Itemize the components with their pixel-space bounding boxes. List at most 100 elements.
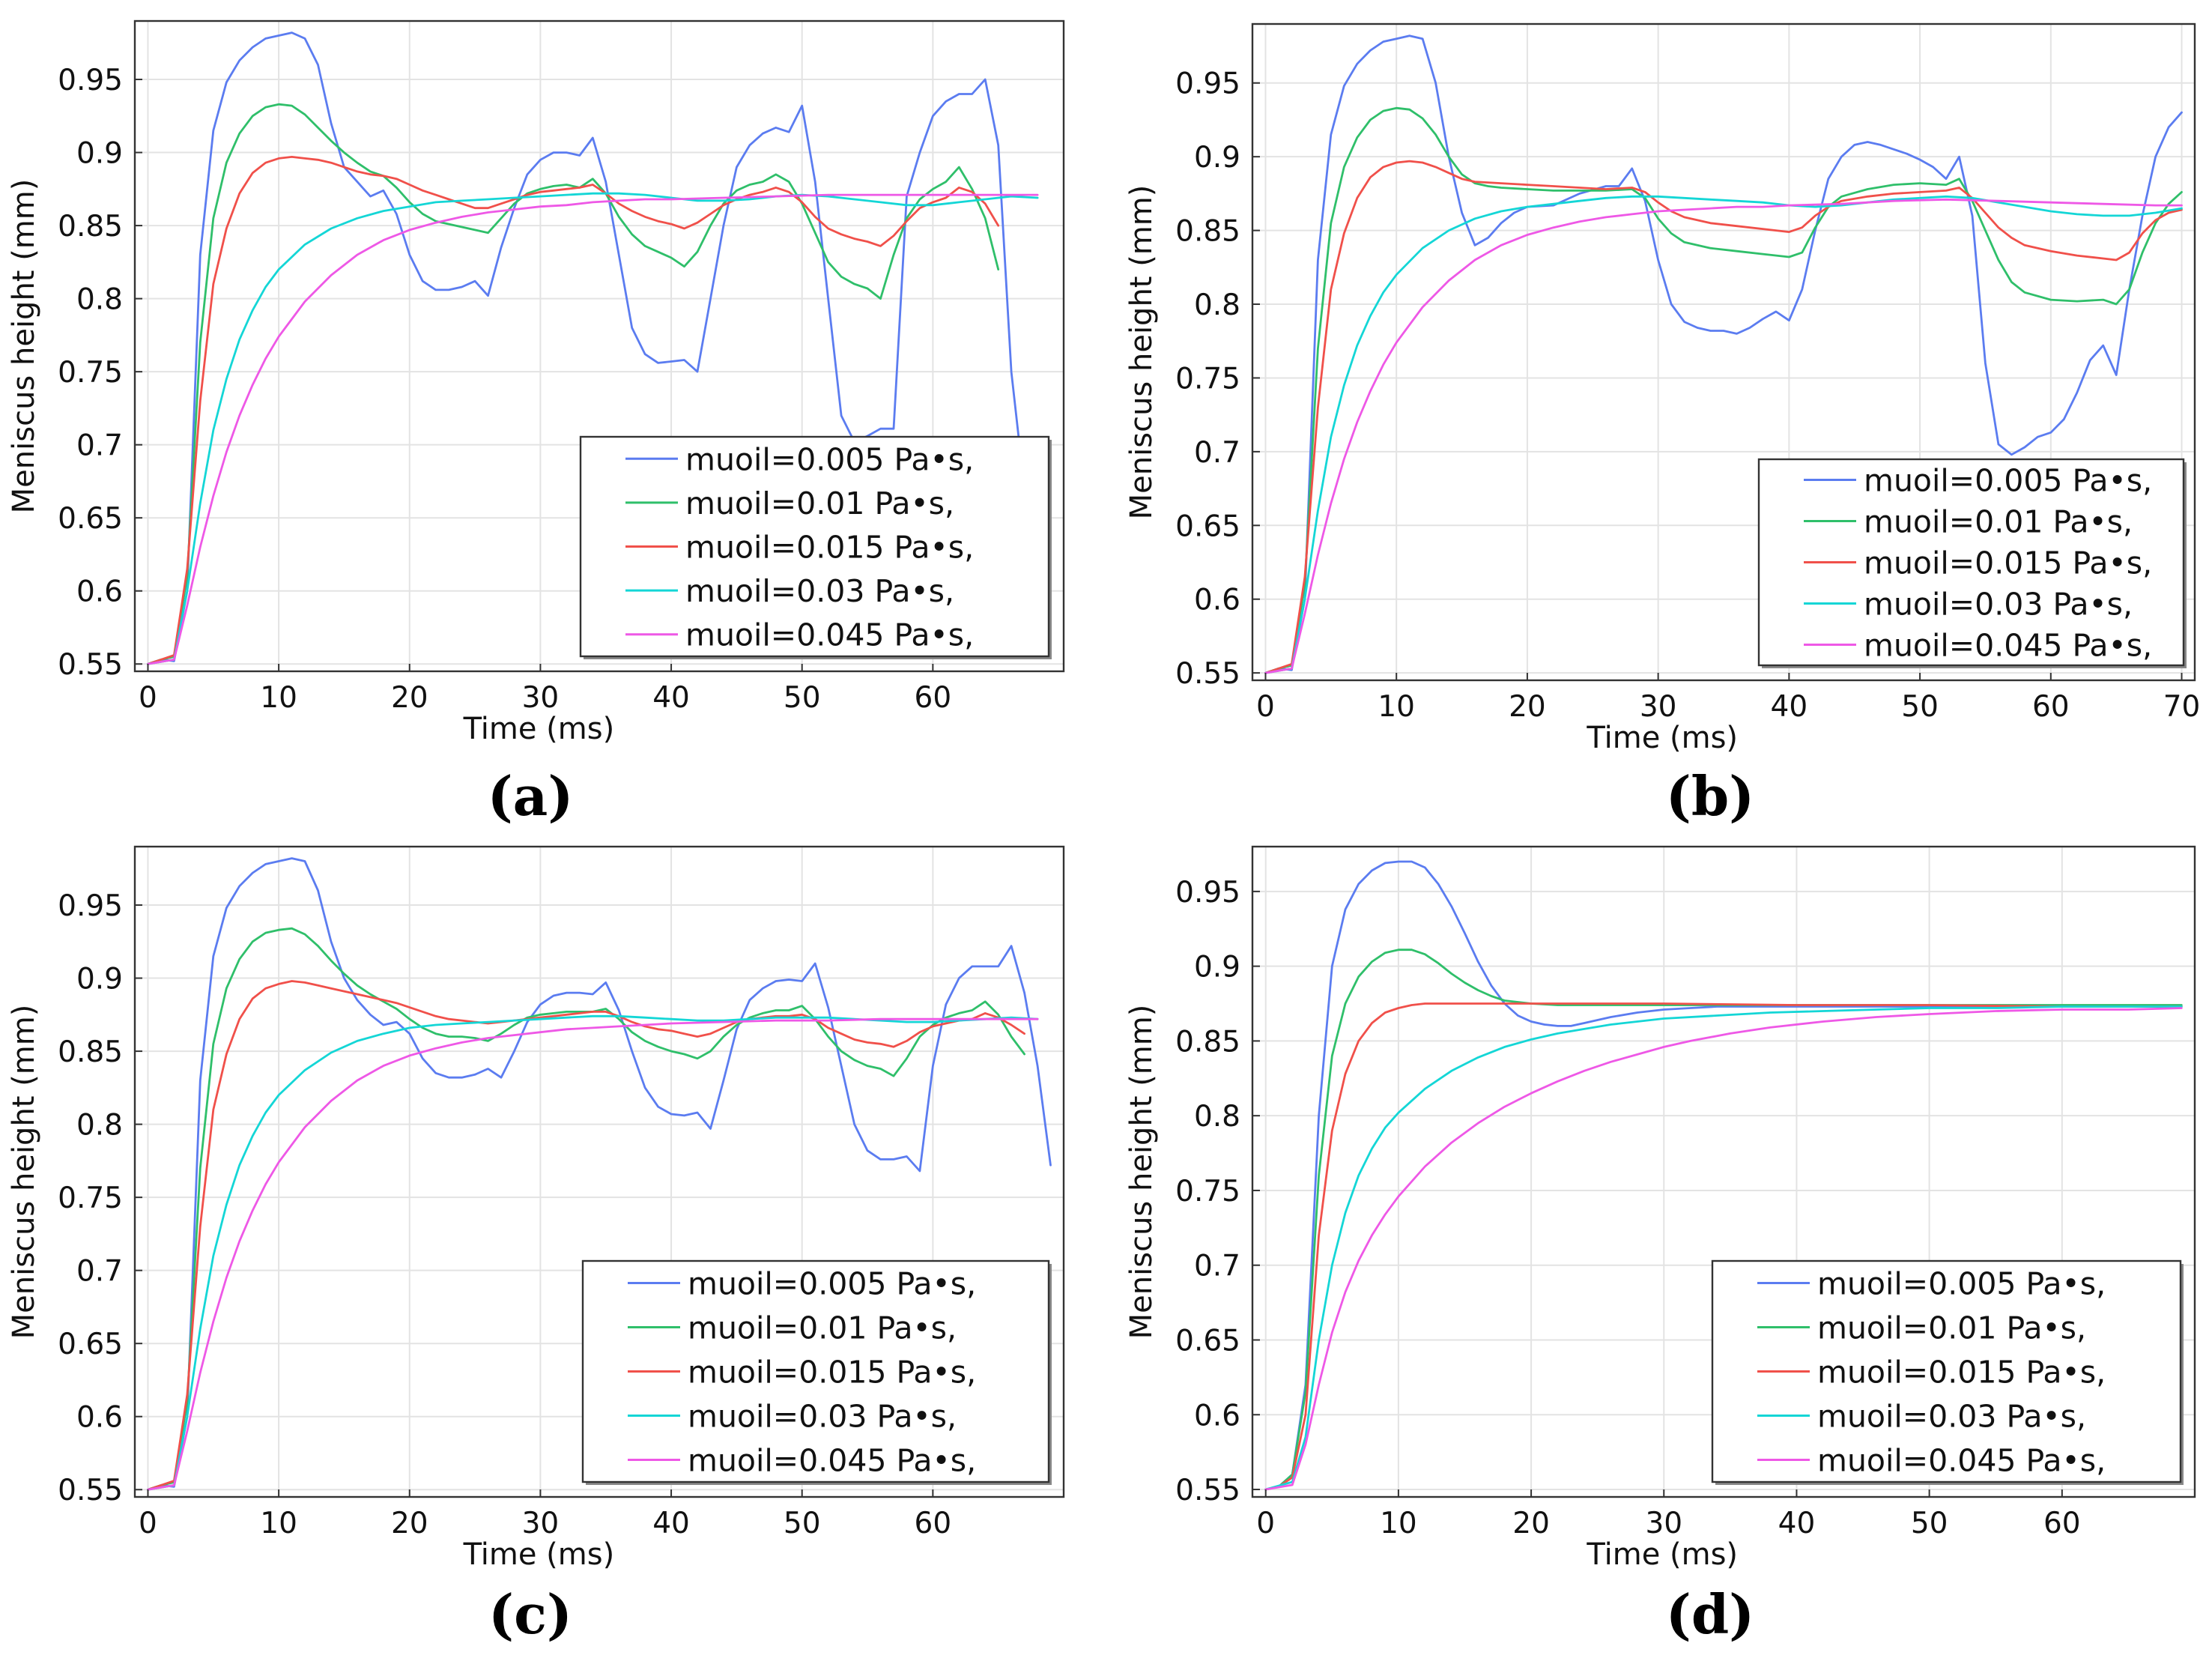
chart-panel-3: 0 10 20 30 40 50 60 0.55 0.6 0.65 0.7 0.75 0.8 0.85 0.… — [7, 845, 1065, 1572]
legend-label: muoil=0.005 Pa•s, — [688, 1266, 976, 1302]
series-line-muoil-0-03 — [147, 192, 1039, 665]
legend-label: muoil=0.03 Pa•s, — [688, 1399, 957, 1435]
series-group — [1264, 34, 2183, 674]
legend-label: muoil=0.03 Pa•s, — [1864, 587, 2133, 623]
legend-label: muoil=0.045 Pa•s, — [1864, 628, 2152, 664]
grid-lines — [1252, 24, 2195, 680]
x-tick-label: 50 — [784, 681, 821, 715]
plot-frame — [133, 845, 1065, 1498]
y-tick-label: 0.65 — [1175, 509, 1240, 543]
x-axis-title: Time (ms) — [463, 1537, 615, 1572]
x-tick-label: 30 — [522, 1507, 560, 1540]
series-line-muoil-0-005 — [147, 857, 1052, 1491]
y-tick-label: 0.55 — [1175, 1474, 1240, 1507]
series-line-muoil-0-03 — [1264, 195, 2183, 674]
chart-panel-2: 0 10 20 30 40 50 60 70 0.55 0.6 0.65 0.7 0.75 0.8 0.85… — [1124, 22, 2201, 755]
y-tick-label: 0.55 — [58, 648, 123, 682]
x-tick-label: 40 — [652, 1507, 690, 1540]
legend: muoil=0.005 Pa•s, muoil=0.01 Pa•s, muoil=0… — [1711, 1259, 2184, 1485]
plot-frame — [1251, 845, 2196, 1498]
x-tick-label: 50 — [784, 1507, 821, 1540]
y-tick-label: 0.7 — [76, 429, 123, 463]
y-tick-label: 0.95 — [58, 64, 123, 97]
x-tick-label: 20 — [391, 681, 428, 715]
y-tick-label: 0.95 — [1175, 876, 1240, 910]
series-line-muoil-0-01 — [1264, 106, 2183, 674]
series-line-muoil-0-01 — [1264, 949, 2183, 1491]
series-group — [147, 857, 1052, 1491]
x-axis-title: Time (ms) — [463, 712, 615, 746]
y-tick-label: 0.9 — [1194, 951, 1240, 984]
x-axis-title: Time (ms) — [1586, 721, 1738, 755]
plot-frame — [133, 19, 1065, 673]
x-tick-label: 10 — [260, 1507, 297, 1540]
legend-label: muoil=0.03 Pa•s, — [685, 573, 954, 609]
y-tick-label: 0.65 — [1175, 1324, 1240, 1358]
legend: muoil=0.005 Pa•s, muoil=0.01 Pa•s, muoil=0… — [1757, 458, 2187, 668]
series-line-muoil-0-015 — [1264, 1002, 2183, 1491]
x-tick-label: 60 — [2032, 690, 2070, 724]
series-line-muoil-0-045 — [147, 193, 1039, 665]
panel-caption: (a) — [488, 764, 574, 828]
legend: muoil=0.005 Pa•s, muoil=0.01 Pa•s, muoil=0… — [579, 435, 1052, 659]
x-tick-label: 10 — [260, 681, 297, 715]
series-group — [147, 31, 1039, 665]
y-tick-label: 0.6 — [76, 575, 123, 609]
x-tick-label: 40 — [1778, 1507, 1816, 1540]
x-axis-title: Time (ms) — [1586, 1537, 1738, 1572]
y-tick-label: 0.9 — [1194, 141, 1240, 175]
y-tick-label: 0.6 — [76, 1401, 123, 1435]
chart-panel-1: 0 10 20 30 40 50 60 0.55 0.6 0.65 0.7 0.75 0.8 0.85 0.… — [7, 19, 1065, 746]
legend-label: muoil=0.045 Pa•s, — [685, 617, 974, 653]
legend-label: muoil=0.01 Pa•s, — [1817, 1310, 2086, 1346]
x-tick-label: 10 — [1380, 1507, 1417, 1540]
x-tick-label: 0 — [1256, 690, 1275, 724]
y-tick-label: 0.6 — [1194, 584, 1240, 617]
series-line-muoil-0-03 — [1264, 1005, 2183, 1491]
x-tick-label: 20 — [1512, 1507, 1550, 1540]
x-tick-label: 20 — [391, 1507, 428, 1540]
x-tick-label: 50 — [1911, 1507, 1948, 1540]
y-tick-label: 0.7 — [76, 1255, 123, 1289]
x-tick-label: 70 — [2163, 690, 2201, 724]
y-axis-title: Meniscus height (mm) — [7, 1005, 41, 1340]
legend-label: muoil=0.015 Pa•s, — [685, 530, 974, 566]
legend-label: muoil=0.03 Pa•s, — [1817, 1399, 2086, 1435]
y-tick-label: 0.75 — [1175, 1175, 1240, 1208]
x-tick-label: 0 — [139, 681, 157, 715]
y-tick-label: 0.75 — [58, 1182, 123, 1215]
x-tick-label: 30 — [1640, 690, 1677, 724]
panel-caption: (c) — [488, 1582, 572, 1646]
x-tick-label: 0 — [139, 1507, 157, 1540]
legend-label: muoil=0.005 Pa•s, — [1864, 463, 2152, 499]
y-tick-label: 0.85 — [1175, 215, 1240, 249]
y-tick-label: 0.75 — [58, 356, 123, 390]
y-tick-label: 0.55 — [58, 1474, 123, 1507]
y-tick-label: 0.65 — [58, 502, 123, 536]
y-axis-title: Meniscus height (mm) — [1124, 1005, 1159, 1340]
legend-label: muoil=0.015 Pa•s, — [1817, 1355, 2106, 1391]
x-tick-label: 60 — [915, 681, 952, 715]
y-tick-label: 0.95 — [58, 889, 123, 923]
y-tick-label: 0.8 — [1194, 1100, 1240, 1134]
legend-label: muoil=0.045 Pa•s, — [1817, 1443, 2106, 1479]
legend-label: muoil=0.01 Pa•s, — [1864, 504, 2133, 540]
legend: muoil=0.005 Pa•s, muoil=0.01 Pa•s, muoil=0… — [581, 1259, 1052, 1485]
legend-label: muoil=0.005 Pa•s, — [1817, 1266, 2106, 1302]
y-tick-label: 0.7 — [1194, 1250, 1240, 1283]
legend-label: muoil=0.015 Pa•s, — [1864, 545, 2152, 581]
x-tick-label: 20 — [1509, 690, 1546, 724]
y-tick-label: 0.8 — [1194, 288, 1240, 322]
x-tick-label: 60 — [915, 1507, 952, 1540]
x-tick-label: 30 — [522, 681, 560, 715]
y-tick-label: 0.7 — [1194, 436, 1240, 470]
y-axis-title: Meniscus height (mm) — [1124, 185, 1159, 520]
x-tick-label: 30 — [1645, 1507, 1682, 1540]
x-tick-label: 40 — [652, 681, 690, 715]
y-tick-label: 0.75 — [1175, 362, 1240, 396]
series-line-muoil-0-01 — [147, 103, 1000, 665]
y-tick-label: 0.6 — [1194, 1399, 1240, 1433]
x-tick-label: 50 — [1901, 690, 1939, 724]
y-tick-label: 0.85 — [1175, 1025, 1240, 1059]
